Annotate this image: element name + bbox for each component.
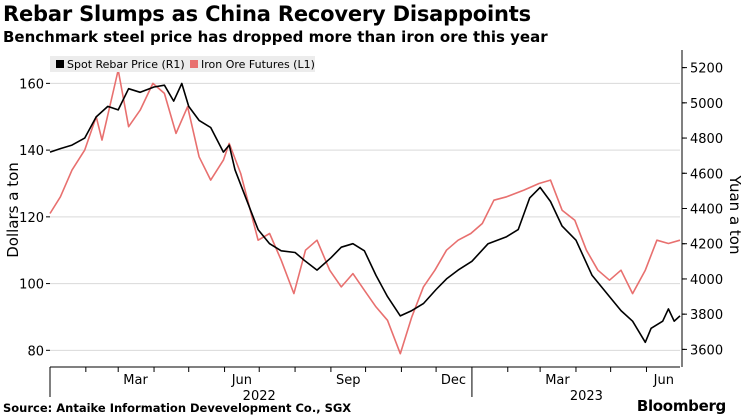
tick-label-right-5000: 5000 bbox=[690, 97, 723, 112]
legend-swatch-iron-ore bbox=[190, 60, 198, 68]
tick-label-right-4200: 4200 bbox=[690, 238, 723, 253]
x-year-label-1: 2023 bbox=[570, 389, 603, 404]
series-layer bbox=[49, 69, 681, 355]
x-tick-label-1: Jun bbox=[231, 373, 252, 388]
legend: Spot Rebar Price (R1) Iron Ore Futures (… bbox=[50, 56, 315, 72]
tick-label-left-160: 160 bbox=[19, 77, 44, 92]
axes: 80 100 120 140 160 3600 3800 4000 4200 4400 4600 48… bbox=[19, 50, 723, 404]
legend-label-rebar: Spot Rebar Price (R1) bbox=[67, 58, 185, 71]
series-line-rebar bbox=[49, 82, 681, 344]
chart-subtitle: Benchmark steel price has dropped more t… bbox=[3, 28, 548, 46]
x-tick-label-0: Mar bbox=[123, 373, 148, 388]
legend-swatch-rebar bbox=[56, 60, 64, 68]
tick-label-right-4000: 4000 bbox=[690, 273, 723, 288]
tick-label-left-100: 100 bbox=[19, 278, 44, 293]
x-year-label-0: 2022 bbox=[243, 389, 276, 404]
tick-label-right-3600: 3600 bbox=[690, 343, 723, 358]
tick-label-left-80: 80 bbox=[27, 344, 44, 359]
tick-label-right-4600: 4600 bbox=[690, 167, 723, 182]
legend-label-iron-ore: Iron Ore Futures (L1) bbox=[201, 58, 315, 71]
x-tick-label-2: Sep bbox=[336, 373, 361, 388]
grid-lines bbox=[50, 82, 680, 351]
tick-label-left-140: 140 bbox=[19, 144, 44, 159]
tick-label-right-4800: 4800 bbox=[690, 132, 723, 147]
tick-label-right-4400: 4400 bbox=[690, 203, 723, 218]
tick-label-right-3800: 3800 bbox=[690, 308, 723, 323]
series-line-iron-ore bbox=[49, 69, 681, 355]
source-note: Source: Antaike Information Devevelopmen… bbox=[3, 401, 352, 415]
chart-title: Rebar Slumps as China Recovery Disappoin… bbox=[3, 2, 531, 26]
tick-label-right-5200: 5200 bbox=[690, 62, 723, 77]
x-tick-label-3: Dec bbox=[441, 373, 466, 388]
x-tick-label-4: Mar bbox=[545, 373, 570, 388]
legend-background bbox=[50, 56, 315, 72]
x-tick-label-5: Jun bbox=[653, 373, 674, 388]
y-axis-right-label: Yuan a ton bbox=[726, 175, 744, 255]
tick-label-left-120: 120 bbox=[19, 211, 44, 226]
y-axis-left-label: Dollars a ton bbox=[4, 162, 22, 258]
bloomberg-logo: Bloomberg bbox=[636, 397, 726, 415]
